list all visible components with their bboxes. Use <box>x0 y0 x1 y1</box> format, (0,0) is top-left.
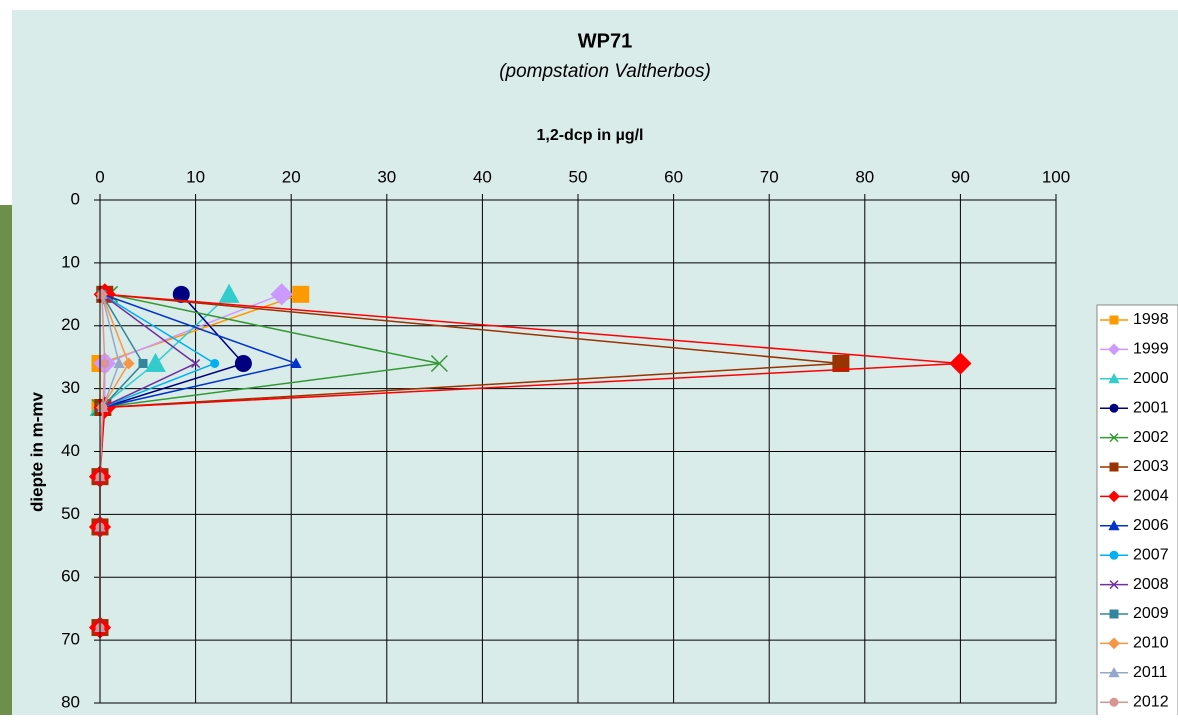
marker <box>234 354 252 372</box>
marker <box>113 357 125 368</box>
legend-label: 2009 <box>1133 605 1169 622</box>
marker <box>172 285 190 303</box>
y-tick-label: 30 <box>61 378 80 397</box>
y-tick-label: 20 <box>61 315 80 334</box>
legend-marker <box>1109 433 1119 443</box>
legend-label: 2004 <box>1133 488 1169 505</box>
chart-subtitle: (pompstation Valtherbos) <box>499 61 711 82</box>
legend <box>1096 304 1178 718</box>
plot-border <box>99 199 1057 704</box>
legend-label: 2007 <box>1133 546 1169 563</box>
x-tick-label: 50 <box>569 167 588 186</box>
legend-marker <box>1109 550 1119 560</box>
legend-label: 2010 <box>1133 635 1169 652</box>
legend-marker <box>1108 372 1120 384</box>
marker <box>292 285 310 303</box>
marker <box>100 358 110 368</box>
legend-label: 2001 <box>1133 399 1169 416</box>
x-tick-label: 0 <box>95 167 104 186</box>
chart-background <box>12 10 1178 715</box>
legend-label: 2002 <box>1133 429 1169 446</box>
legend-marker <box>1109 697 1119 707</box>
legend-marker <box>1108 519 1120 531</box>
legend-label: 2000 <box>1133 370 1169 387</box>
y-tick-label: 50 <box>61 504 80 523</box>
x-tick-label: 70 <box>760 167 779 186</box>
marker <box>191 358 201 369</box>
y-tick-label: 60 <box>61 567 80 586</box>
x-tick-label: 60 <box>664 167 683 186</box>
legend-label: 2011 <box>1133 664 1168 681</box>
marker <box>270 283 293 306</box>
y-tick-label: 10 <box>61 252 80 271</box>
marker <box>145 352 166 372</box>
marker <box>122 357 135 370</box>
chart-title: WP71 <box>578 30 632 52</box>
x-tick-label: 80 <box>855 167 874 186</box>
marker <box>949 352 972 375</box>
legend-marker <box>1108 666 1120 678</box>
legend-marker <box>1108 490 1120 503</box>
marker <box>138 358 148 368</box>
y-tick-label: 0 <box>71 189 80 208</box>
y-tick-label: 70 <box>61 630 80 649</box>
x-axis-label: 1,2-dcp in µg/l <box>536 127 643 144</box>
legend-label: 1998 <box>1133 311 1169 328</box>
marker <box>430 354 448 373</box>
marker <box>97 289 107 299</box>
legend-label: 2006 <box>1133 517 1169 534</box>
legend-label: 2008 <box>1133 576 1169 593</box>
marker <box>832 354 850 372</box>
legend-marker <box>1109 462 1119 472</box>
photo-strip <box>0 205 13 715</box>
marker <box>210 358 220 368</box>
legend-marker <box>1109 403 1119 413</box>
x-tick-label: 10 <box>186 167 205 186</box>
marker <box>98 402 108 412</box>
legend-label: 2012 <box>1133 693 1169 710</box>
x-tick-label: 20 <box>282 167 301 186</box>
x-tick-label: 90 <box>951 167 970 186</box>
legend-label: 1999 <box>1133 341 1169 358</box>
legend-marker <box>1108 343 1120 356</box>
marker <box>218 283 240 303</box>
y-axis-label: diepte in m-mv <box>27 391 46 512</box>
legend-marker <box>1109 609 1119 619</box>
legend-marker <box>1108 637 1120 650</box>
x-tick-label: 40 <box>473 167 492 186</box>
marker <box>290 357 302 368</box>
y-tick-label: 80 <box>61 692 80 711</box>
y-tick-label: 40 <box>61 441 80 460</box>
x-tick-label: 30 <box>377 167 396 186</box>
legend-marker <box>1109 315 1119 325</box>
legend-label: 2003 <box>1133 458 1169 475</box>
legend-marker <box>1109 580 1119 590</box>
x-tick-label: 100 <box>1042 167 1070 186</box>
